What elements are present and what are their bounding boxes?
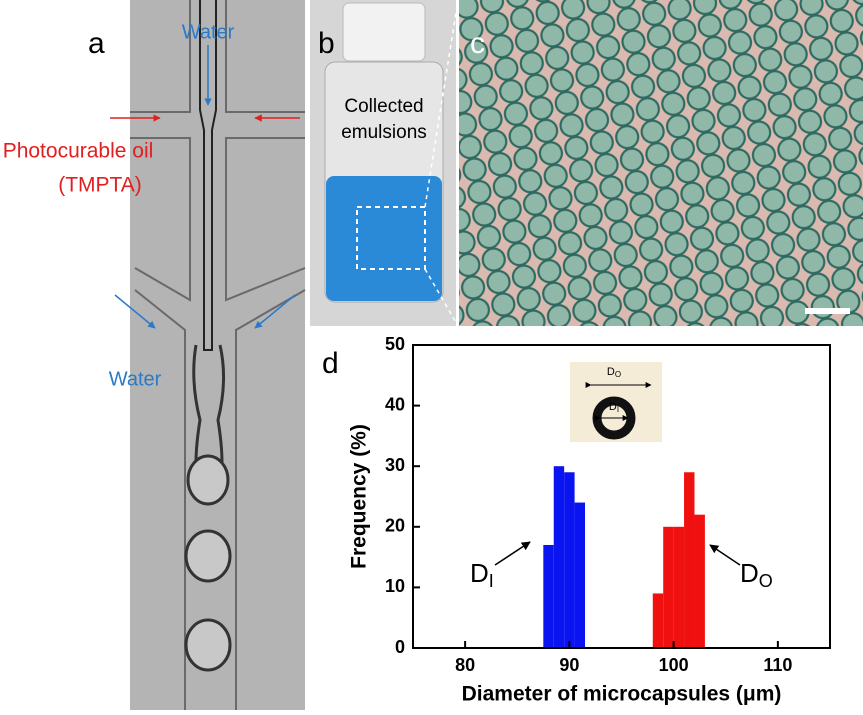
micrograph (459, 0, 863, 326)
y-tick-label: 40 (385, 394, 405, 414)
y-tick-label: 30 (385, 455, 405, 475)
inlet-label: Water (109, 368, 162, 390)
microfluidic-image (130, 0, 305, 710)
x-tick-label: 110 (763, 655, 792, 675)
y-tick-label: 0 (395, 637, 405, 657)
x-tick-label: 90 (559, 655, 579, 675)
inlet-label: Photocurable oil (3, 140, 154, 163)
caption: emulsions (341, 122, 427, 143)
x-axis-title: Diameter of microcapsules (μm) (462, 683, 782, 706)
annotation-label: DI (470, 558, 494, 591)
x-tick-label: 100 (659, 655, 689, 675)
figure: a Water Photocurable oil (TMPTA) Water b… (0, 0, 863, 710)
panel-label: d (322, 347, 339, 380)
bar (543, 545, 553, 648)
inlet-label: (TMPTA) (58, 174, 142, 197)
inlet-label: Water (182, 21, 235, 43)
panel-label: a (88, 27, 105, 60)
y-tick-label: 20 (385, 516, 405, 536)
y-tick-label: 50 (385, 334, 405, 354)
panel-label: b (318, 27, 335, 60)
bar (694, 515, 704, 648)
bar (663, 527, 673, 648)
bar (684, 472, 694, 648)
annotation-label: DO (740, 558, 773, 591)
y-tick-label: 10 (385, 576, 405, 596)
bar (653, 593, 663, 648)
caption: Collected (344, 96, 423, 117)
x-tick-label: 80 (455, 655, 475, 675)
y-axis-title: Frequency (%) (348, 424, 371, 569)
bar (674, 527, 684, 648)
bar (554, 466, 564, 648)
panel-label: c (470, 27, 485, 60)
bar (575, 503, 585, 648)
bar (564, 472, 574, 648)
